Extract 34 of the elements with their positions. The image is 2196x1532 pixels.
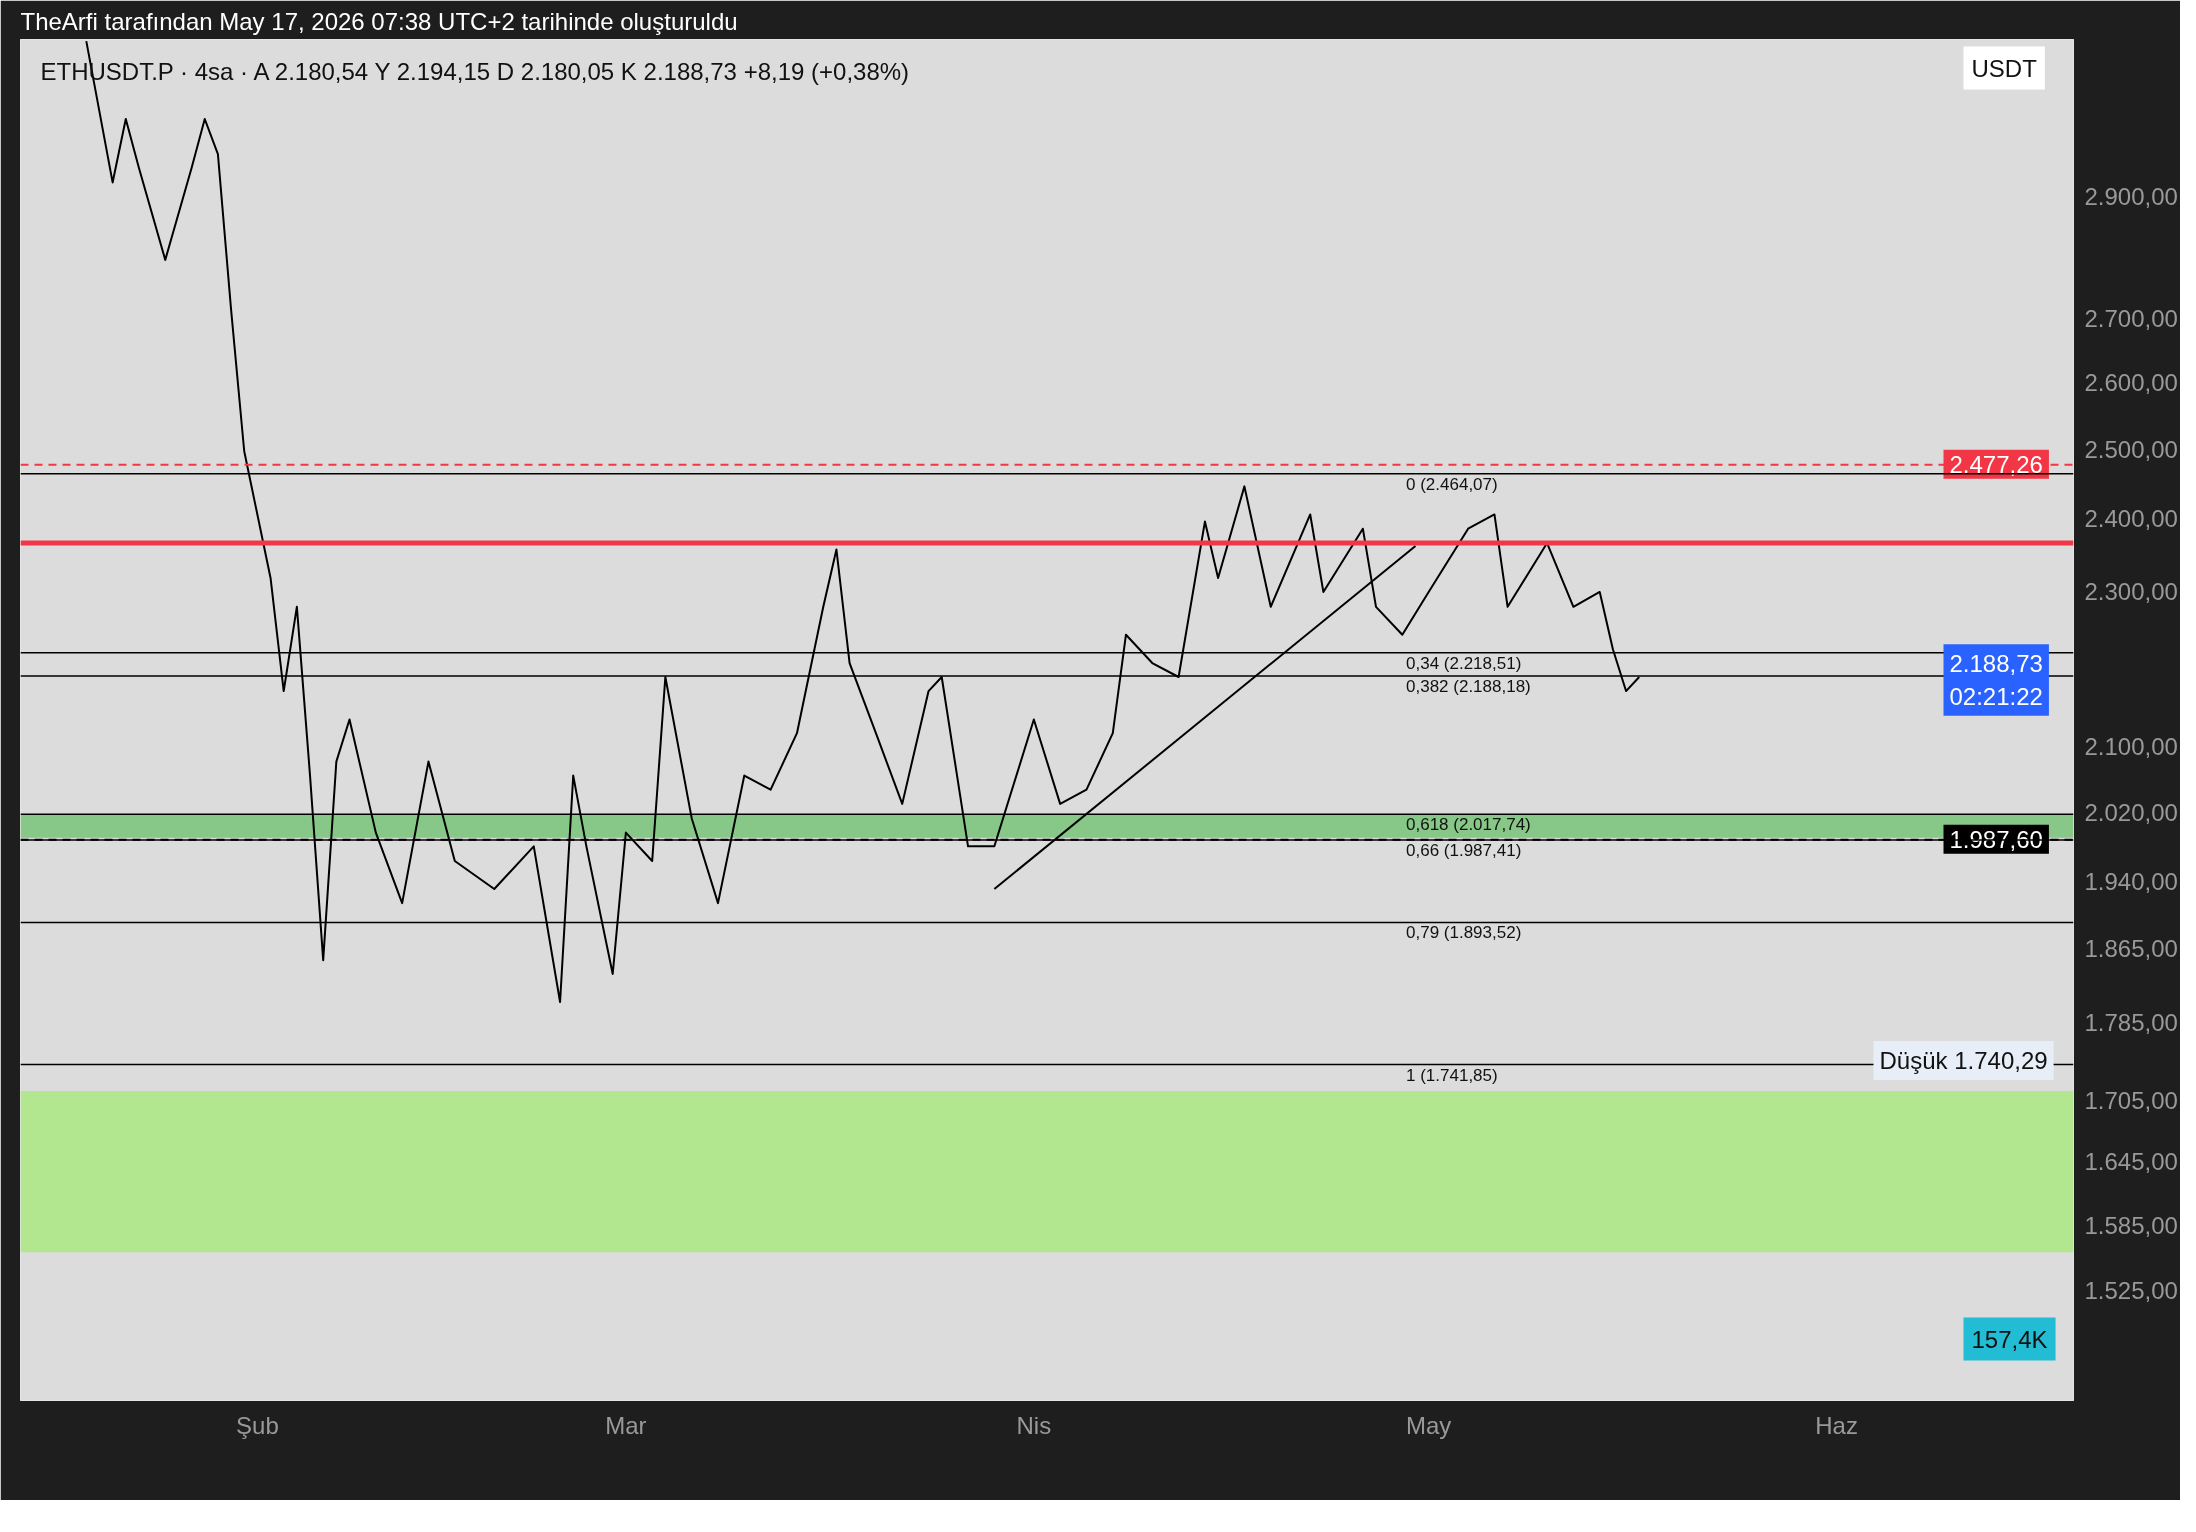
x-tick-label: Nis [1016,1411,1052,1439]
y-tick-label: 2.300,00 [2084,577,2178,605]
y-tick-label: 1.865,00 [2084,934,2178,962]
y-tick-label: 2.900,00 [2084,182,2178,210]
y-tick-label: 1.785,00 [2084,1009,2178,1037]
y-tick-label: 2.020,00 [2084,798,2178,826]
ref-line-label: 0,66 (1.987,41) [1406,840,1522,860]
annotation: 2.188,73 02:21:22 [1949,650,2043,710]
ref-line-label: 0,618 (2.017,74) [1406,815,1531,835]
ref-line-label: 0,79 (1.893,52) [1406,923,1522,943]
x-tick-label: Mar [605,1411,647,1439]
x-tick-label: Haz [1815,1411,1858,1439]
y-tick-label: 2.400,00 [2084,505,2178,533]
ref-line-label: 2.477,26 [1949,450,2043,478]
annotation: Düşük 1.740,29 [1879,1047,2048,1075]
y-tick-label: 2.600,00 [2084,368,2178,396]
x-tick-label: Şub [236,1411,279,1439]
y-tick-label: 1.585,00 [2084,1211,2178,1239]
y-tick-label: 2.100,00 [2084,732,2178,760]
y-tick-label: 2.700,00 [2084,304,2178,332]
y-tick-label: 2.500,00 [2084,435,2178,463]
ref-line-label: 0 (2.464,07) [1406,474,1498,494]
y-tick-label: 1.940,00 [2084,867,2178,895]
x-tick-label: May [1405,1411,1452,1439]
chart-title: TheArfi tarafından May 17, 2026 07:38 UTC+2 tarihinde oluşturuldu [20,7,738,35]
y-tick-label: 1.705,00 [2084,1087,2178,1115]
y-tick-label: 1.525,00 [2084,1277,2178,1305]
ref-line-label: 0,34 (2.218,51) [1406,653,1522,673]
annotation: USDT [1971,54,2038,82]
y-tick-label: 1.645,00 [2084,1148,2178,1176]
ref-line-label: 1.987,60 [1949,825,2043,853]
annotation: 157,4K [1971,1325,2048,1353]
ref-line-label: 1 (1.741,85) [1406,1065,1498,1085]
ref-line-label: 0,382 (2.188,18) [1406,677,1531,697]
